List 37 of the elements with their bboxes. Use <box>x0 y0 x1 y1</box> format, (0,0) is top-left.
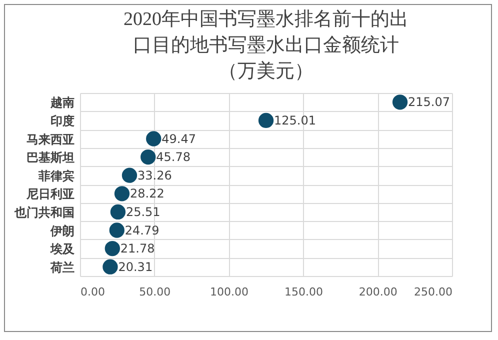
point <box>114 186 130 202</box>
data-label: 49.47 <box>162 132 196 146</box>
x-tick-label: 150.00 <box>284 286 323 298</box>
x-tick-label: 200.00 <box>358 286 398 298</box>
data-label: 24.79 <box>124 223 160 238</box>
point <box>110 204 126 220</box>
data-label: 25.51 <box>126 204 160 219</box>
point <box>140 149 156 165</box>
point <box>392 94 408 110</box>
y-tick-label: 伊朗 <box>50 224 74 238</box>
data-label: 125.01 <box>274 113 316 128</box>
x-tick-label: 250.00 <box>414 286 452 298</box>
y-tick-label: 马来西亚 <box>26 132 74 146</box>
data-label: 33.26 <box>137 168 172 182</box>
point <box>109 222 124 238</box>
data-label: 21.78 <box>120 242 155 256</box>
point <box>122 168 138 183</box>
chart-title: 2020年中国书写墨水排名前十的出口目的地书写墨水出口金额统计（万美元） <box>124 9 408 82</box>
y-tick-label: 印度 <box>50 114 74 128</box>
y-tick-label: 巴基斯坦 <box>26 150 74 165</box>
x-tick-label: 0.00 <box>80 286 105 298</box>
y-tick-label: 荷兰 <box>50 260 74 274</box>
y-tick-label: 越南 <box>50 96 74 110</box>
point <box>258 112 274 128</box>
y-tick-label: 菲律宾 <box>38 168 74 183</box>
point <box>104 240 120 256</box>
data-label: 28.22 <box>130 186 164 201</box>
y-tick-label: 埃及 <box>50 242 76 256</box>
y-tick-label: 也门共和国 <box>14 205 74 220</box>
data-label: 215.07 <box>408 95 450 110</box>
y-tick-label: 尼日利亚 <box>26 187 74 202</box>
point <box>102 259 118 274</box>
point <box>146 131 162 146</box>
data-label: 45.78 <box>156 150 190 164</box>
data-label: 20.31 <box>118 260 153 274</box>
x-tick-label: 100.00 <box>210 286 249 298</box>
x-tick-label: 50.00 <box>139 286 171 298</box>
